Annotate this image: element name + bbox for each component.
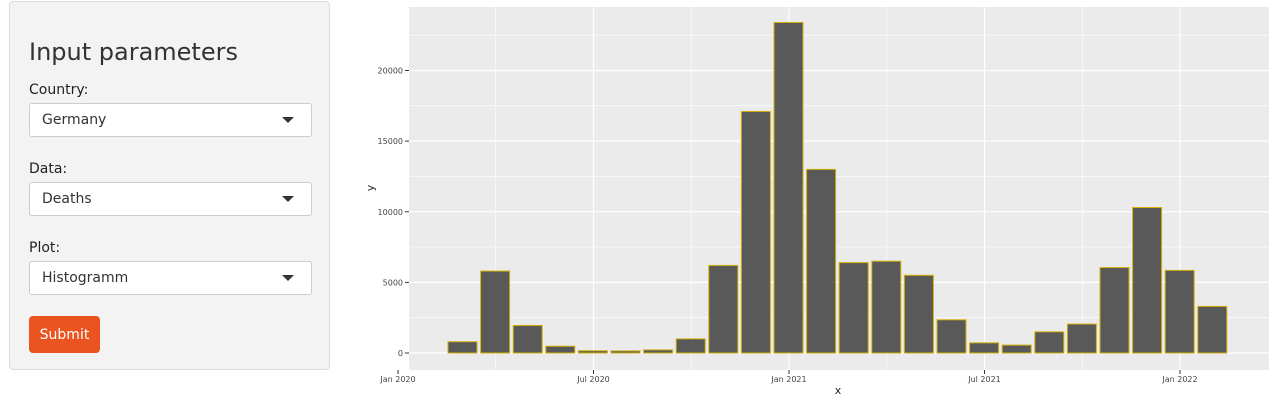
data-label: Data: (29, 161, 68, 177)
histogram-bar (708, 264, 739, 354)
plot-select-value: Histogramm (42, 270, 129, 286)
histogram-bar (545, 345, 576, 354)
histogram-bar (969, 342, 1000, 354)
chevron-down-icon (282, 117, 294, 123)
x-tick-label: Jan 2020 (379, 375, 415, 384)
chevron-down-icon (282, 275, 294, 281)
y-tick-label: 20000 (378, 67, 403, 76)
x-tick-label: Jan 2022 (1161, 375, 1197, 384)
histogram-bar (1066, 323, 1097, 354)
data-select[interactable]: Deaths (29, 182, 312, 216)
histogram-bar (643, 349, 674, 354)
x-tick-label: Jul 2020 (576, 375, 610, 384)
histogram-bar (1099, 267, 1130, 354)
histogram-bar (1164, 269, 1195, 354)
data-select-value: Deaths (42, 191, 92, 207)
y-axis-title: y (364, 184, 377, 191)
histogram-bar (1197, 305, 1228, 354)
histogram-bar (1001, 344, 1032, 354)
x-axis-title: x (835, 384, 842, 397)
plot-select[interactable]: Histogramm (29, 261, 312, 295)
histogram-bar (447, 341, 478, 354)
histogram-bar (838, 262, 869, 354)
country-select[interactable]: Germany (29, 103, 312, 137)
histogram-bar (480, 270, 511, 354)
x-axis-ticks: Jan 2020 Jul 2020 Jan 2021 Jul 2021 Jan 2022 (379, 370, 1198, 384)
country-label: Country: (29, 82, 89, 98)
panel-title: Input parameters (29, 38, 238, 66)
histogram-bar (1132, 207, 1163, 354)
bars (447, 21, 1228, 354)
y-tick-label: 5000 (383, 278, 403, 287)
x-tick-label: Jan 2021 (770, 375, 806, 384)
y-tick-label: 10000 (378, 208, 403, 217)
histogram-bar (773, 21, 804, 354)
histogram-bar (675, 338, 706, 354)
plot-label: Plot: (29, 240, 61, 256)
histogram-bar (806, 168, 837, 354)
submit-button[interactable]: Submit (29, 316, 100, 353)
histogram-bar (1034, 331, 1065, 354)
histogram-bar (512, 324, 543, 354)
histogram-bar (740, 110, 771, 354)
country-select-value: Germany (42, 112, 107, 128)
x-tick-label: Jul 2021 (967, 375, 1001, 384)
histogram-bar (903, 274, 934, 354)
y-tick-label: 15000 (378, 137, 403, 146)
y-tick-label: 0 (398, 349, 403, 358)
chevron-down-icon (282, 196, 294, 202)
histogram-bar (577, 350, 608, 354)
histogram-bar (610, 350, 641, 354)
histogram-bar (936, 319, 967, 354)
y-axis-ticks: 0 5000 10000 15000 20000 (378, 67, 409, 358)
histogram-bar (871, 260, 902, 354)
input-panel: Input parameters Country: Germany Data: … (9, 1, 330, 370)
